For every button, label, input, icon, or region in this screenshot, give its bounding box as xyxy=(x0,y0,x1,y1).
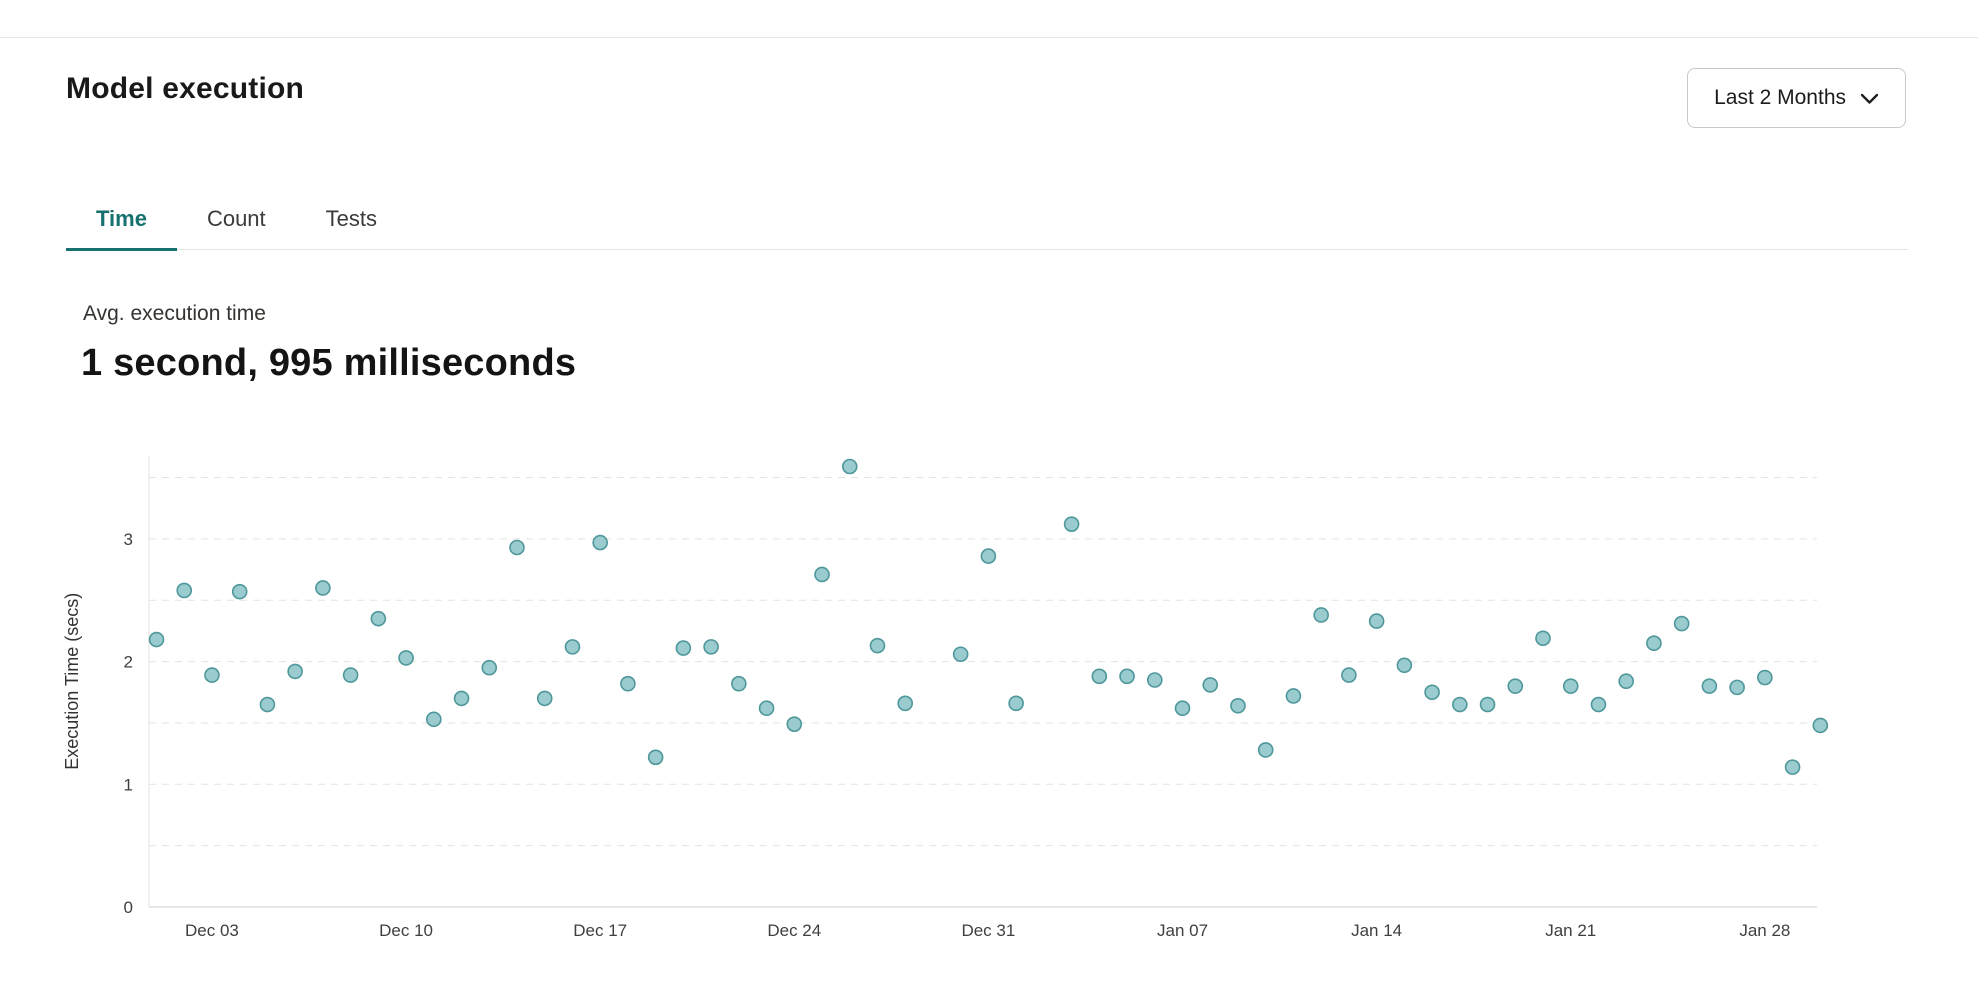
data-point[interactable] xyxy=(1008,695,1024,712)
page-title: Model execution xyxy=(66,72,305,105)
data-point[interactable] xyxy=(1341,667,1357,683)
data-point[interactable] xyxy=(703,639,719,655)
data-point[interactable] xyxy=(259,696,276,713)
scatter-plot: 0 1 2 3 Dec 03 Dec 10 Dec 17 Dec 24 Dec 31 Jan 07… xyxy=(62,455,1829,940)
tab-count[interactable]: Count xyxy=(177,190,296,251)
data-point[interactable] xyxy=(814,566,830,583)
data-point[interactable] xyxy=(564,639,581,655)
data-point[interactable] xyxy=(1673,615,1690,632)
x-tick-label: Jan 21 xyxy=(1545,921,1596,940)
data-point[interactable] xyxy=(786,716,803,732)
chevron-down-icon xyxy=(1860,93,1879,104)
time-range-dropdown[interactable]: Last 2 Months xyxy=(1687,68,1906,128)
data-point[interactable] xyxy=(1757,669,1773,686)
data-point[interactable] xyxy=(148,631,165,648)
x-tick-label: Jan 14 xyxy=(1351,921,1402,940)
data-point[interactable] xyxy=(731,675,747,692)
data-point[interactable] xyxy=(758,700,775,717)
data-point[interactable] xyxy=(1479,696,1496,713)
data-point[interactable] xyxy=(1646,635,1662,651)
data-point[interactable] xyxy=(1174,700,1191,717)
y-tick-label: 0 xyxy=(124,898,133,917)
x-tick-label: Dec 17 xyxy=(573,921,627,940)
data-point[interactable] xyxy=(398,650,414,666)
data-point[interactable] xyxy=(1313,607,1329,623)
data-point[interactable] xyxy=(370,610,387,627)
y-axis-title: Execution Time (secs) xyxy=(62,593,82,770)
data-point[interactable] xyxy=(1396,657,1413,674)
x-tick-label: Jan 28 xyxy=(1739,921,1790,940)
data-point[interactable] xyxy=(1230,697,1246,714)
data-point[interactable] xyxy=(1562,678,1579,694)
data-point[interactable] xyxy=(453,690,470,707)
data-point[interactable] xyxy=(176,582,193,599)
tabs: Time Count Tests xyxy=(66,190,1908,251)
data-point[interactable] xyxy=(592,534,608,551)
data-point[interactable] xyxy=(1701,678,1718,694)
data-point[interactable] xyxy=(1368,613,1385,629)
stat-label: Avg. execution time xyxy=(83,302,266,325)
x-tick-label: Dec 24 xyxy=(767,921,821,940)
data-point[interactable] xyxy=(841,458,858,475)
tab-tests[interactable]: Tests xyxy=(296,190,407,251)
data-point[interactable] xyxy=(1063,516,1080,532)
data-point[interactable] xyxy=(647,749,664,766)
data-point[interactable] xyxy=(1590,696,1607,713)
stat-value: 1 second, 995 milliseconds xyxy=(81,342,577,384)
tab-tests-label: Tests xyxy=(325,206,378,231)
y-tick-label: 1 xyxy=(124,775,133,794)
top-divider xyxy=(0,37,1978,38)
data-point[interactable] xyxy=(620,675,636,692)
data-point[interactable] xyxy=(315,580,331,596)
x-tick-label: Jan 07 xyxy=(1157,921,1208,940)
x-tick-label: Dec 03 xyxy=(185,921,239,940)
data-point[interactable] xyxy=(1535,630,1551,647)
data-point[interactable] xyxy=(980,548,997,564)
data-point[interactable] xyxy=(1784,759,1801,775)
data-point[interactable] xyxy=(1091,668,1108,685)
y-tick-label: 3 xyxy=(124,530,133,549)
data-point[interactable] xyxy=(1452,696,1468,713)
data-point[interactable] xyxy=(204,667,220,683)
x-tick-label: Dec 10 xyxy=(379,921,433,940)
data-point[interactable] xyxy=(1729,679,1745,696)
data-point[interactable] xyxy=(1285,688,1302,704)
data-point[interactable] xyxy=(1812,717,1829,734)
data-point[interactable] xyxy=(1146,672,1163,688)
data-point[interactable] xyxy=(675,640,692,656)
data-point[interactable] xyxy=(897,695,914,712)
data-point[interactable] xyxy=(536,690,553,707)
x-tick-label: Dec 31 xyxy=(961,921,1015,940)
data-point[interactable] xyxy=(1618,673,1634,690)
data-point[interactable] xyxy=(869,637,886,654)
data-point[interactable] xyxy=(287,663,303,680)
data-point[interactable] xyxy=(952,646,969,663)
data-point[interactable] xyxy=(425,711,442,728)
data-point[interactable] xyxy=(1257,742,1274,758)
time-range-label: Last 2 Months xyxy=(1714,86,1846,109)
data-point[interactable] xyxy=(1507,678,1524,694)
tab-time[interactable]: Time xyxy=(66,190,177,251)
y-tick-label: 2 xyxy=(124,653,133,672)
data-point[interactable] xyxy=(1424,684,1440,701)
data-point[interactable] xyxy=(342,667,359,683)
tab-time-label: Time xyxy=(96,206,147,231)
data-point[interactable] xyxy=(1202,677,1219,693)
tab-count-label: Count xyxy=(206,206,266,231)
data-point[interactable] xyxy=(1119,668,1135,685)
data-point[interactable] xyxy=(481,659,498,676)
data-point[interactable] xyxy=(509,539,525,556)
data-point[interactable] xyxy=(231,583,248,600)
